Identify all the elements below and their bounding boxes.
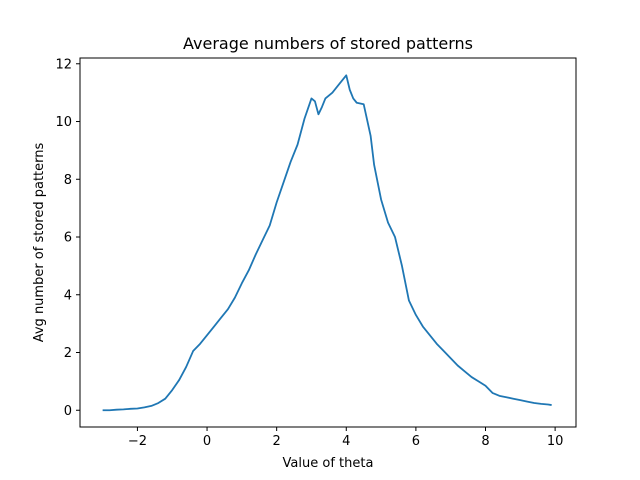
y-axis-ticks: 0 2 4 6 8 10 12 (55, 57, 80, 419)
y-tick-label: 0 (64, 404, 72, 419)
x-tick-label: 4 (342, 434, 350, 449)
axes-spines (79, 57, 577, 428)
x-tick-label: 0 (203, 434, 211, 449)
chart-title: Average numbers of stored patterns (183, 34, 473, 53)
y-tick-label: 12 (55, 57, 72, 72)
x-tick-label: −2 (128, 434, 147, 449)
y-tick-label: 4 (64, 288, 72, 303)
y-tick-label: 2 (64, 346, 72, 361)
y-axis-label: Avg number of stored patterns (32, 143, 47, 343)
series-line-0 (102, 74, 552, 412)
series-layer (102, 74, 552, 412)
x-tick-label: 2 (273, 434, 281, 449)
y-tick-label: 8 (64, 173, 72, 188)
x-tick-label: 10 (547, 434, 564, 449)
y-tick-label: 6 (64, 231, 72, 246)
axes-frame (79, 57, 577, 428)
plot-area (80, 58, 576, 427)
x-axis-ticks: −2 0 2 4 6 8 10 (128, 427, 564, 449)
y-tick-label: 10 (55, 115, 72, 130)
x-tick-label: 6 (412, 434, 420, 449)
x-tick-label: 8 (481, 434, 489, 449)
x-axis-label: Value of theta (283, 456, 374, 471)
